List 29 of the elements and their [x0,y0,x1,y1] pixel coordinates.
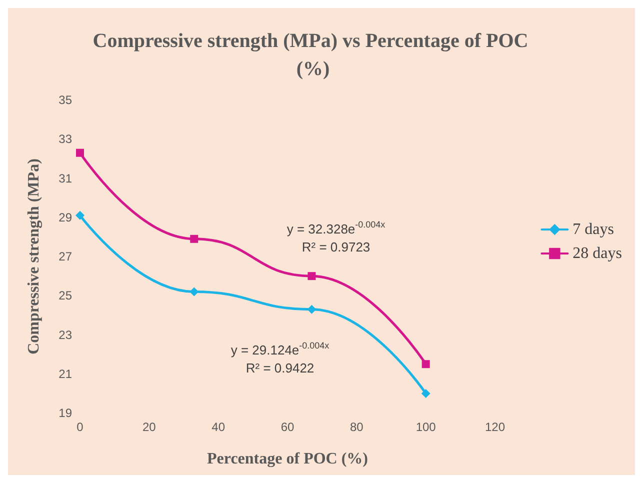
x-tick-label: 40 [212,420,226,434]
y-tick-label: 21 [58,366,72,381]
y-tick-label: 19 [58,406,72,420]
x-tick-label: 120 [484,420,506,434]
y-tick-label: 35 [58,93,72,107]
y-tick-label: 25 [58,288,72,303]
y-tick-label: 29 [58,210,72,224]
x-tick-label: 80 [350,420,364,434]
legend-label: 28 days [572,245,622,262]
point [190,287,199,296]
point [190,234,198,243]
point [76,148,84,157]
y-tick-label: 23 [58,328,72,342]
point [307,304,316,314]
point [76,210,84,220]
y-tick-label: 27 [58,250,72,264]
legend-label: 7 days [572,221,614,238]
y-tick-label: 33 [58,132,72,146]
point [422,360,430,368]
chart-title: Compressive strength (MPa) vs Percentage of POC (%) [92,30,534,80]
x-tick-label: 100 [416,420,436,434]
x-tick-label: 20 [142,420,156,434]
x-tick-label: 0 [76,420,84,434]
x-tick-label: 60 [280,420,294,434]
point [421,388,430,398]
y-tick-label: 31 [58,171,72,186]
x-axis-title: Percentage of POC (%) [207,450,368,468]
y-axis-title: Compressive strength (MPa) [26,158,42,354]
point [308,272,316,280]
